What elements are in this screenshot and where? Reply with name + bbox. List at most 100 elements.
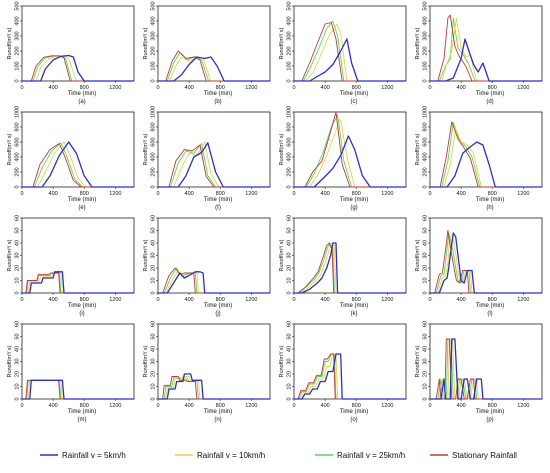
chart-panel: 0 100 200 300 400 500 0 400 800 1200 Time (min) Run… [415,1,543,105]
x-tick-label: 1200 [381,403,393,409]
y-tick-label: 30 [287,358,293,364]
series-line [158,50,270,82]
x-axis-title: Time (min) [204,303,232,309]
x-axis-title: Time (min) [204,197,232,203]
y-tick-label: 1000 [151,106,157,118]
series-line [22,271,134,294]
y-tick-label: 50 [15,333,21,339]
x-axis-title: Time (min) [340,197,368,203]
y-axis-title: Runoff(m³/ s) [7,239,13,271]
y-tick-label: 1000 [15,106,21,118]
x-tick-label: 1200 [109,85,121,91]
y-tick-label: 400 [287,16,293,25]
x-tick-label: 1200 [245,191,257,197]
chart-panel: 0 10 20 30 40 50 60 0 400 800 1200 Time (min) Runoff… [7,215,135,317]
series-line [430,235,542,294]
series-line [22,55,134,82]
series-line [430,141,542,188]
y-tick-label: 600 [151,137,157,146]
y-tick-label: 20 [15,371,21,377]
y-tick-label: 40 [287,346,293,352]
y-tick-label: 0 [287,185,293,188]
y-axis-title: Runoff(m³/ s) [279,345,285,377]
y-tick-label: 20 [423,371,429,377]
series-line [22,54,134,82]
y-tick-label: 60 [151,215,157,221]
y-tick-label: 300 [287,31,293,40]
legend-label: Rainfall v = 5km/h [62,451,126,460]
y-tick-label: 0 [15,185,21,188]
y-tick-label: 300 [151,31,157,40]
chart-panel: 0 10 20 30 40 50 60 0 400 800 1200 Time (min) Runoff… [279,321,407,423]
y-tick-label: 30 [15,252,21,258]
y-tick-label: 20 [287,371,293,377]
x-tick-label: 400 [321,297,330,303]
panel-label: (b) [214,99,221,105]
y-tick-label: 0 [287,291,293,294]
panel-label: (n) [214,417,221,423]
panel-label: (k) [351,311,358,317]
x-axis-title: Time (min) [68,303,96,309]
chart-panel: 0 100 200 300 400 500 0 400 800 1200 Time (min) Run… [279,1,407,105]
plot-frame [429,217,543,294]
y-tick-label: 30 [151,252,157,258]
y-tick-label: 0 [287,397,293,400]
y-tick-label: 0 [423,291,429,294]
y-tick-label: 0 [15,397,21,400]
x-tick-label: 1200 [245,85,257,91]
y-tick-label: 50 [151,333,157,339]
y-tick-label: 60 [423,215,429,221]
x-axis-title: Time (min) [340,303,368,309]
x-tick-label: 0 [20,85,23,91]
x-tick-label: 0 [428,403,431,409]
panel-label: (f) [215,205,221,211]
series-line [22,379,134,400]
x-tick-label: 400 [185,403,194,409]
y-tick-label: 0 [423,397,429,400]
y-tick-label: 600 [423,137,429,146]
x-axis-title: Time (min) [204,91,232,97]
series-line [430,338,542,400]
y-tick-label: 50 [287,333,293,339]
x-tick-label: 1200 [381,85,393,91]
y-tick-label: 200 [151,167,157,176]
series-line [294,242,406,294]
series-line [158,373,270,400]
y-tick-label: 10 [15,383,21,389]
x-tick-label: 800 [80,85,89,91]
y-tick-label: 400 [423,16,429,25]
series-line [430,122,542,188]
series-line [22,141,134,188]
x-tick-label: 0 [428,191,431,197]
x-axis-title: Time (min) [204,409,232,415]
panel-label: (d) [486,99,493,105]
series-line [158,377,270,400]
series-line [294,353,406,400]
legend-label: Rainfall v = 10km/h [197,451,265,460]
series-line [158,56,270,82]
series-line [22,55,134,82]
plot-frame [293,5,407,82]
y-tick-label: 400 [151,152,157,161]
x-tick-label: 400 [49,85,58,91]
x-tick-label: 0 [292,85,295,91]
series-line [158,52,270,82]
y-tick-label: 800 [151,122,157,131]
y-tick-label: 10 [287,277,293,283]
y-tick-label: 10 [287,383,293,389]
x-tick-label: 400 [185,191,194,197]
y-tick-label: 10 [423,383,429,389]
series-line [22,141,134,188]
y-tick-label: 50 [423,333,429,339]
x-tick-label: 1200 [245,403,257,409]
series-line [294,38,406,82]
chart-panel: 0 200 400 600 800 1000 0 400 800 1200 Time (min) Ru… [143,106,271,211]
series-line [22,379,134,400]
series-line [22,55,134,82]
x-tick-label: 1200 [381,191,393,197]
y-tick-label: 0 [287,79,293,82]
x-tick-label: 1200 [517,403,529,409]
x-axis-title: Time (min) [476,197,504,203]
y-tick-label: 40 [287,240,293,246]
chart-panel: 0 100 200 300 400 500 0 400 800 1200 Time (min) Run… [7,1,135,105]
